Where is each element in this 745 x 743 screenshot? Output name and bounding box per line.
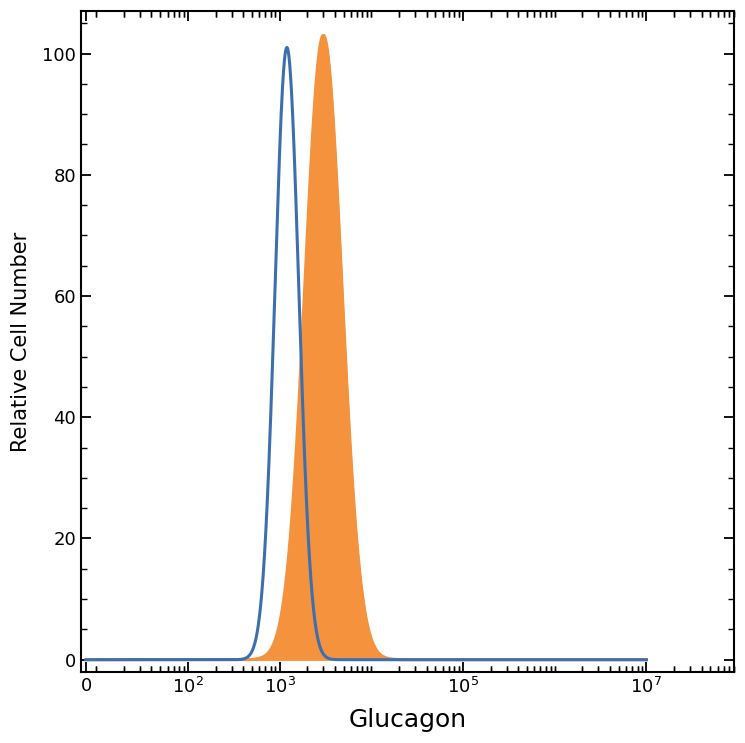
X-axis label: Glucagon: Glucagon <box>349 708 466 732</box>
Y-axis label: Relative Cell Number: Relative Cell Number <box>11 231 31 452</box>
